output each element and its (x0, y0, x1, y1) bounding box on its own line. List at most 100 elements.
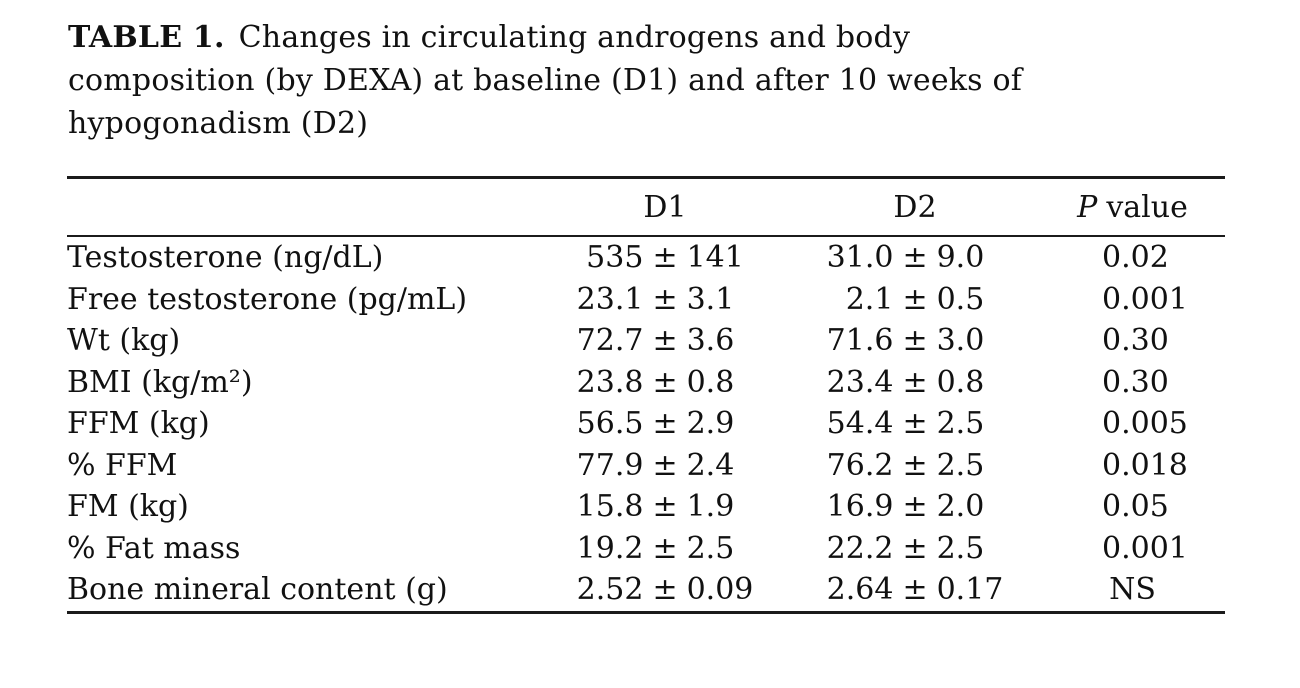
d1-value: 23.8 ±0.8 (540, 362, 790, 404)
row-label: BMI (kg/m²) (67, 364, 253, 400)
table-row: Bone mineral content (g) 2.52 ±0.09 2.64 ±… (67, 569, 1225, 612)
d1-mean: 19.2 (576, 530, 644, 566)
d1-value: 2.52 ±0.09 (540, 569, 790, 612)
table-row: FFM (kg) 56.5 ±2.9 54.4 ±2.5 0.005 (67, 403, 1225, 445)
d1-value: 56.5 ±2.9 (540, 403, 790, 445)
d1-value: 535 ±141 (540, 236, 790, 279)
row-label: FM (kg) (67, 489, 189, 525)
table-row: Wt (kg) 72.7 ±3.6 71.6 ±3.0 0.30 (67, 320, 1225, 362)
d1-value: 19.2 ±2.5 (540, 528, 790, 570)
row-label: % FFM (67, 447, 178, 483)
d1-mean: 23.1 (576, 281, 644, 317)
plus-minus: ± (902, 406, 928, 442)
d2-sd: 2.5 (936, 530, 985, 566)
plus-minus: ± (652, 489, 678, 525)
plus-minus: ± (902, 240, 928, 276)
p-value: 0.05 (1102, 489, 1169, 525)
p-value: 0.30 (1102, 364, 1169, 400)
d1-sd: 141 (686, 240, 744, 276)
d2-sd: 0.5 (936, 281, 985, 317)
d1-mean: 15.8 (576, 489, 644, 525)
caption-text-1: Changes in circulating androgens and bod… (238, 20, 911, 55)
d2-value: 23.4 ±0.8 (790, 362, 1040, 404)
p-value-word: value (1106, 189, 1188, 225)
d2-value: 2.64 ±0.17 (790, 569, 1040, 612)
d1-value: 72.7 ±3.6 (540, 320, 790, 362)
d1-mean: 77.9 (576, 447, 644, 483)
row-label: % Fat mass (67, 530, 241, 566)
plus-minus: ± (902, 447, 928, 483)
table-row: Free testosterone (pg/mL) 23.1 ±3.1 2.1 ±0… (67, 279, 1225, 321)
d2-sd: 9.0 (936, 240, 985, 276)
d2-sd: 0.17 (936, 572, 1004, 608)
d2-sd: 2.0 (936, 489, 985, 525)
plus-minus: ± (902, 530, 928, 566)
table-row: Testosterone (ng/dL) 535 ±141 31.0 ±9.0 0.… (67, 236, 1225, 279)
d2-sd: 2.5 (936, 447, 985, 483)
d1-sd: 3.1 (686, 281, 735, 317)
d1-sd: 2.5 (686, 530, 735, 566)
d1-value: 77.9 ±2.4 (540, 445, 790, 487)
d2-sd: 2.5 (936, 406, 985, 442)
plus-minus: ± (902, 572, 928, 608)
col-header-d1: D1 (643, 189, 687, 225)
p-value: 0.02 (1102, 240, 1169, 276)
caption-text-2: composition (by DEXA) at baseline (D1) a… (68, 63, 1023, 98)
d2-value: 76.2 ±2.5 (790, 445, 1040, 487)
d1-value: 15.8 ±1.9 (540, 486, 790, 528)
d1-sd: 0.09 (686, 572, 754, 608)
d1-sd: 0.8 (686, 364, 735, 400)
table-row: BMI (kg/m²) 23.8 ±0.8 23.4 ±0.8 0.30 (67, 362, 1225, 404)
table-row: FM (kg) 15.8 ±1.9 16.9 ±2.0 0.05 (67, 486, 1225, 528)
d1-value: 23.1 ±3.1 (540, 279, 790, 321)
p-value: 0.30 (1102, 323, 1169, 359)
row-label: Testosterone (ng/dL) (67, 240, 384, 276)
plus-minus: ± (652, 364, 678, 400)
row-label: Free testosterone (pg/mL) (67, 281, 468, 317)
plus-minus: ± (652, 323, 678, 359)
d2-mean: 2.64 (826, 572, 894, 608)
plus-minus: ± (902, 281, 928, 317)
d2-mean: 31.0 (826, 240, 894, 276)
d1-sd: 1.9 (686, 489, 735, 525)
empty-header-cell (67, 178, 540, 237)
d2-mean: 23.4 (826, 364, 894, 400)
d2-mean: 54.4 (826, 406, 894, 442)
d1-sd: 3.6 (686, 323, 735, 359)
d1-mean: 2.52 (576, 572, 644, 608)
d2-mean: 76.2 (826, 447, 894, 483)
d2-value: 2.1 ±0.5 (790, 279, 1040, 321)
plus-minus: ± (652, 572, 678, 608)
caption-line-1: TABLE 1. Changes in circulating androgens… (68, 16, 1208, 59)
plus-minus: ± (652, 406, 678, 442)
row-label: Bone mineral content (g) (67, 572, 448, 608)
caption-text-3: hypogonadism (D2) (68, 106, 369, 141)
row-label: FFM (kg) (67, 406, 210, 442)
plus-minus: ± (902, 364, 928, 400)
d2-value: 71.6 ±3.0 (790, 320, 1040, 362)
plus-minus: ± (902, 323, 928, 359)
p-value: 0.018 (1102, 447, 1188, 483)
d1-mean: 72.7 (576, 323, 644, 359)
plus-minus: ± (652, 530, 678, 566)
table-number-label: TABLE 1. (68, 20, 225, 55)
d2-value: 22.2 ±2.5 (790, 528, 1040, 570)
plus-minus: ± (652, 240, 678, 276)
d2-mean: 71.6 (826, 323, 894, 359)
d2-value: 31.0 ±9.0 (790, 236, 1040, 279)
p-value: 0.005 (1102, 406, 1188, 442)
plus-minus: ± (652, 447, 678, 483)
d2-sd: 0.8 (936, 364, 985, 400)
row-label: Wt (kg) (67, 323, 181, 359)
plus-minus: ± (902, 489, 928, 525)
plus-minus: ± (652, 281, 678, 317)
d1-sd: 2.4 (686, 447, 735, 483)
p-value: NS (1109, 572, 1156, 608)
d2-value: 54.4 ±2.5 (790, 403, 1040, 445)
d2-mean: 22.2 (826, 530, 894, 566)
d1-mean: 56.5 (576, 406, 644, 442)
